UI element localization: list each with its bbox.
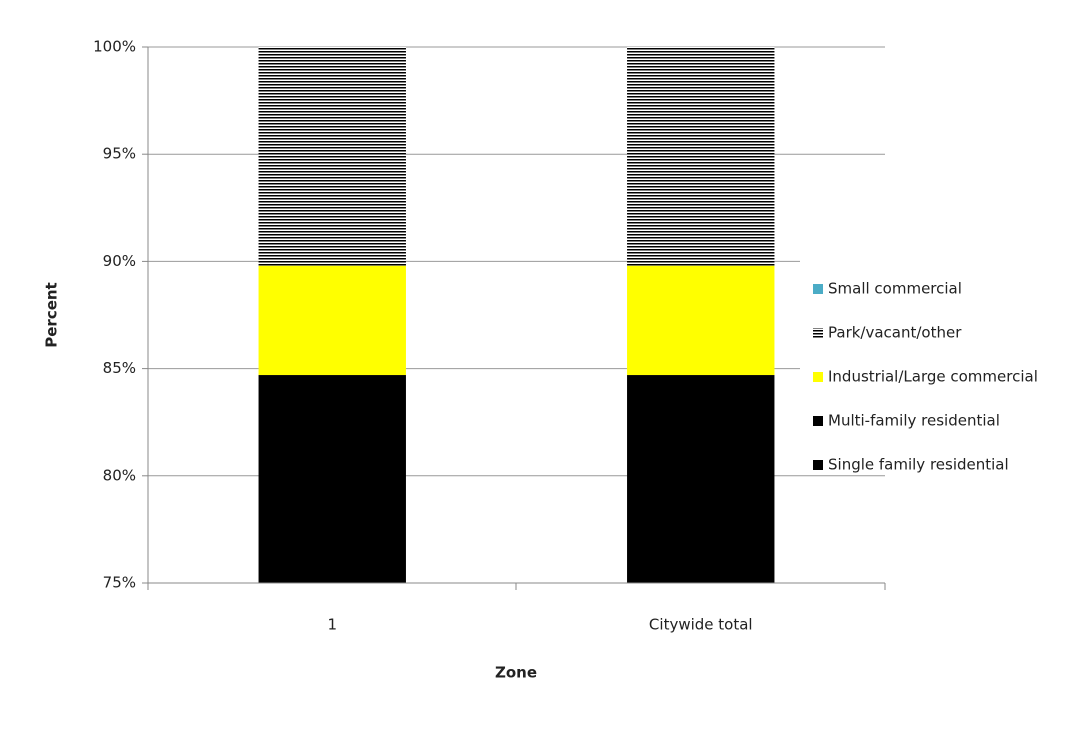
y-tick-label: 100% — [93, 38, 136, 56]
bar-segment — [258, 47, 406, 266]
y-tick-label: 85% — [103, 359, 136, 377]
x-tick-label: Citywide total — [649, 616, 753, 634]
y-tick-label: 75% — [103, 574, 136, 592]
legend-label: Multi-family residential — [828, 412, 1000, 430]
legend-label: Industrial/Large commercial — [828, 368, 1038, 386]
legend-label: Small commercial — [828, 280, 962, 298]
legend-swatch — [813, 416, 823, 426]
legend-swatch — [813, 284, 823, 294]
y-tick-label: 80% — [103, 466, 136, 484]
y-tick-label: 95% — [103, 145, 136, 163]
legend-background — [800, 250, 1085, 474]
legend-label: Single family residential — [828, 456, 1009, 474]
legend-swatch — [813, 372, 823, 382]
legend-swatch — [813, 460, 823, 470]
bar-segment — [258, 265, 406, 376]
x-tick-label: 1 — [327, 616, 337, 634]
y-axis-title: Percent — [43, 282, 61, 347]
bar-segment — [627, 375, 775, 583]
y-tick-label: 90% — [103, 252, 136, 270]
x-axis-title: Zone — [495, 664, 537, 682]
bar-segment — [627, 47, 775, 266]
bar-segment — [258, 375, 406, 583]
legend-swatch — [813, 328, 823, 338]
legend-label: Park/vacant/other — [828, 324, 962, 342]
bar-segment — [627, 265, 775, 376]
